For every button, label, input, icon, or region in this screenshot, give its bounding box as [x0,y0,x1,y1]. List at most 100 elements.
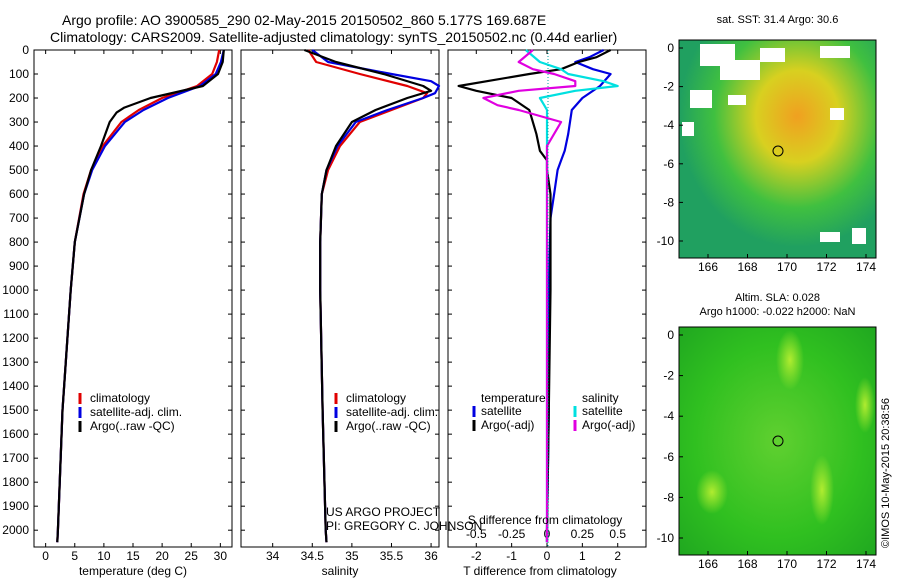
map-x-tick-label: 170 [777,557,797,571]
climatology-title: Climatology: CARS2009. Satellite-adjuste… [50,29,618,45]
salinity-lines [304,48,441,543]
argo-location-marker [772,145,784,157]
depth-tick-label: 100 [9,67,29,81]
series-line [56,49,225,543]
legend-argo-label: Argo(..raw -QC) [346,419,431,433]
depth-tick-label: 1300 [2,355,29,369]
x-tick-label: 34 [266,549,280,563]
timestamp: ©IMOS 10-May-2015 20:38:56 [880,398,892,548]
depth-tick-label: 900 [9,259,29,273]
legend-satellite-label: satellite-adj. clim. [90,405,182,419]
salinity-panel [240,49,440,548]
map-y-tick-label: -4 [663,409,674,423]
temperature-xlabel: temperature (deg C) [79,564,187,578]
depth-tick-label: 1700 [2,451,29,465]
legend-satellite-label: satellite-adj. clim. [346,405,438,419]
sla-high-blob [855,377,875,433]
map-x-tick-label: 170 [777,260,797,274]
series-line [545,49,612,543]
sla-high-blob [776,330,804,390]
depth-tick-label: 1800 [2,475,29,489]
map-y-tick-label: -10 [657,234,675,248]
salinity-x-axis: 34 34.5 35 35.5 36 [266,50,438,563]
salinity-xlabel: salinity [322,564,359,578]
cloud-gap [830,108,844,120]
map-x-tick-label: 174 [856,557,876,571]
depth-tick-label: 1600 [2,427,29,441]
x-tick-label: 10 [97,549,111,563]
map-y-tick-label: -2 [663,369,674,383]
legend-climatology-label: climatology [90,391,150,405]
sla-map-subtitle: Argo h1000: -0.022 h2000: NaN [699,306,856,318]
map-x-tick-label: 172 [816,557,836,571]
series-line [304,48,433,543]
sst-map[interactable] [678,39,877,259]
map-axes: 166 168 170 172 174 0 -2 -4 -6 -8 -10 166 168 170 172 1… [657,41,877,571]
depth-tick-label: 1500 [2,403,29,417]
legend-s-satellite-label: satellite [582,404,623,418]
series-line [482,49,577,543]
depth-tick-label: 1900 [2,499,29,513]
map-x-tick-label: 174 [856,260,876,274]
cloud-gap [852,228,866,244]
map-x-tick-label: 168 [737,260,757,274]
x-tick-label: 35.5 [380,549,404,563]
x-tick-label: 2 [614,549,621,563]
depth-tick-label: 800 [9,235,29,249]
legend-t-satellite-label: satellite [481,404,522,418]
map-y-tick-label: -10 [657,531,675,545]
x-tick-label: 1 [579,549,586,563]
s-difference-xlabel: S difference from climatology [468,513,623,527]
x-tick-label: 0.25 [571,527,595,541]
legend-temperature-heading: temperature [481,391,546,405]
project-line2: PI: GREGORY C. JOHNSON [326,519,482,533]
depth-tick-label: 200 [9,91,29,105]
x-tick-label: -2 [471,549,482,563]
depth-tick-label: 600 [9,187,29,201]
cloud-gap [682,122,694,136]
sla-map[interactable] [678,326,877,556]
x-tick-label: 15 [126,549,140,563]
x-tick-label: 5 [71,549,78,563]
x-tick-label: 0.5 [609,527,626,541]
difference-lines [457,49,619,543]
cloud-gap [728,95,746,105]
map-y-tick-label: -8 [663,195,674,209]
cloud-gap [720,60,760,80]
cloud-gap [820,46,850,58]
depth-tick-label: 1200 [2,331,29,345]
legend-s-argo-label: Argo(-adj) [582,418,635,432]
x-tick-label: 30 [214,549,228,563]
depth-tick-label: 400 [9,139,29,153]
x-tick-label: 34.5 [301,549,325,563]
map-y-tick-label: -4 [663,118,674,132]
depth-tick-label: 1100 [3,307,29,321]
temperature-x-axis: 0 5 10 15 20 25 30 [42,50,227,563]
x-tick-label: 20 [155,549,169,563]
depth-tick-label: 700 [9,211,29,225]
map-x-tick-label: 168 [737,557,757,571]
legend-climatology-label: climatology [346,391,406,405]
depth-axis: 0 100 200 300 400 500 600 700 800 900 1000 1100 1200… [2,43,646,537]
profile-title: Argo profile: AO 3900585_290 02-May-2015… [62,12,547,28]
t-difference-x-axis: -2 -1 0 1 2 [471,50,621,563]
depth-tick-label: 500 [9,163,29,177]
x-tick-label: -0.5 [466,527,487,541]
map-x-tick-label: 166 [698,260,718,274]
legend-salinity-heading: salinity [582,391,619,405]
difference-legend: temperature satellite Argo(-adj) salinit… [472,391,635,432]
temperature-legend: climatology satellite-adj. clim. Argo(..… [78,391,182,433]
map-y-tick-label: -2 [663,80,674,94]
depth-tick-label: 300 [9,115,29,129]
depth-tick-label: 1400 [2,379,29,393]
salinity-legend: climatology satellite-adj. clim. Argo(..… [334,391,438,433]
sla-high-blob [696,470,728,514]
legend-argo-label: Argo(..raw -QC) [90,419,175,433]
x-tick-label: -0.25 [498,527,526,541]
map-y-tick-label: -6 [663,157,674,171]
sst-cloud-gaps [682,44,866,244]
cloud-gap [820,232,840,242]
x-tick-label: 0 [544,549,551,563]
map-x-tick-label: 166 [698,557,718,571]
